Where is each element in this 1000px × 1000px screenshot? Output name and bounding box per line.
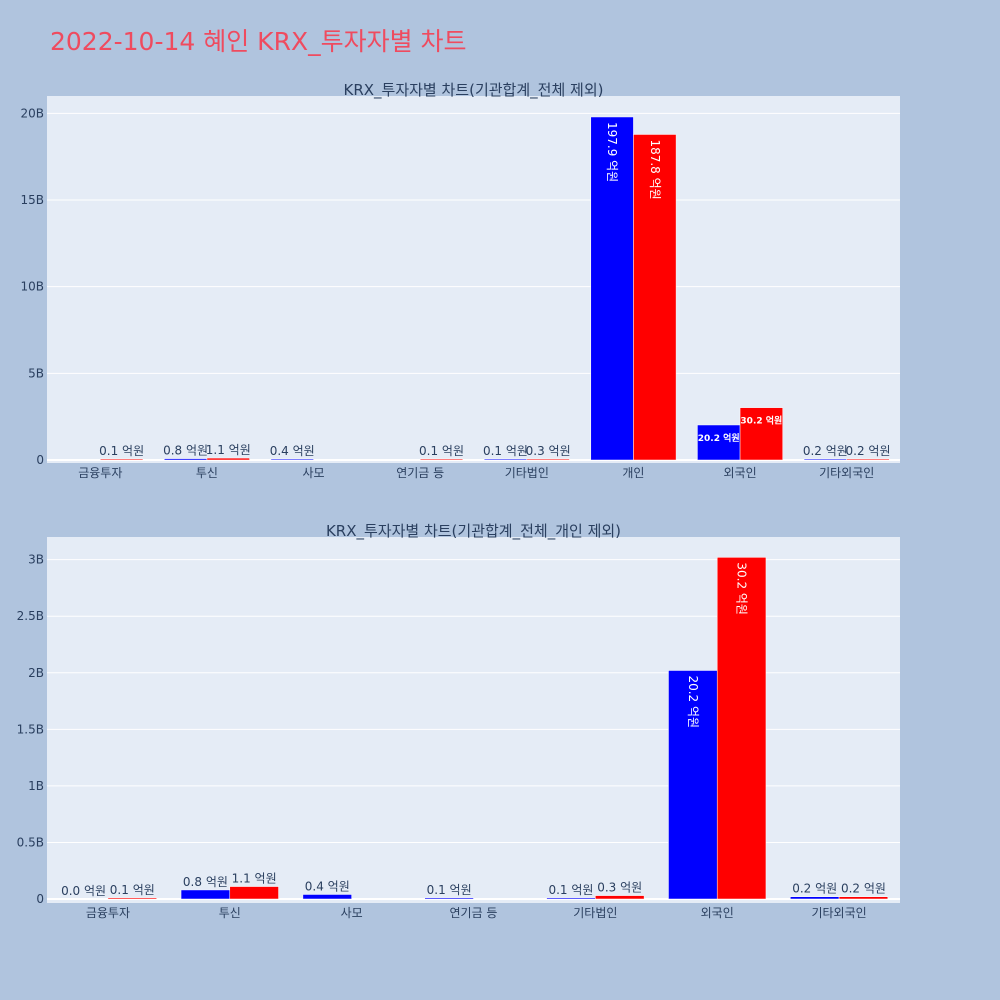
bar (302, 894, 352, 900)
page-title: 2022-10-14 혜인 KRX_투자자별 차트 (50, 27, 467, 56)
bar (739, 407, 783, 461)
chart-top: KRX_투자자별 차트(기관합계_전체 제외) 0 5B 10B 15B 20B 금융투자 0… (20, 81, 900, 480)
bar (229, 886, 279, 900)
chart-title: KRX_투자자별 차트(기관합계_전체_개인 제외) (326, 522, 621, 541)
bar (100, 458, 144, 461)
bar (107, 897, 157, 900)
bar (590, 116, 634, 461)
bar-label: 0.1 억원 (419, 444, 464, 458)
bar (526, 458, 570, 461)
bar-label: 1.1 억원 (206, 443, 251, 457)
x-tick-label: 기타외국인 (819, 466, 874, 480)
bar (846, 458, 890, 461)
bar (206, 457, 250, 461)
x-tick-label: 투신 (196, 466, 218, 480)
bar (838, 896, 889, 900)
x-tick-label: 연기금 등 (450, 906, 498, 920)
bar-label: 0.4 억원 (305, 879, 350, 893)
chart-title: KRX_투자자별 차트(기관합계_전체 제외) (344, 81, 604, 100)
x-tick-label: 기타법인 (573, 906, 617, 920)
y-tick-label: 1.5B (17, 722, 44, 736)
y-tick-label: 1B (28, 779, 44, 793)
bar (716, 557, 767, 900)
y-tick-label: 3B (28, 553, 44, 567)
bar-label: 0.1 억원 (548, 883, 593, 897)
bar (419, 458, 464, 461)
x-tick-label: 외국인 (701, 906, 734, 920)
bar (180, 889, 231, 900)
bar-label: 0.4 억원 (270, 444, 315, 458)
y-tick-label: 2B (28, 666, 44, 680)
x-tick-label: 외국인 (724, 466, 757, 480)
plot-area (47, 96, 900, 463)
bar-label: 0.3 억원 (526, 444, 571, 458)
bar (546, 897, 596, 900)
bar-label: 0.8 억원 (163, 444, 208, 458)
bar (633, 134, 677, 461)
bar (270, 458, 314, 461)
y-tick-label: 5B (28, 366, 44, 380)
y-tick-label: 0.5B (17, 835, 44, 849)
x-tick-label: 사모 (303, 466, 325, 480)
x-tick-label: 연기금 등 (396, 466, 444, 480)
bar (595, 895, 645, 900)
x-tick-label: 기타법인 (505, 466, 549, 480)
bar-label: 20.2 억원 (686, 675, 700, 728)
bar-label: 30.2 억원 (740, 415, 782, 427)
bar-label: 0.2 억원 (841, 882, 886, 896)
bar-label: 0.8 억원 (183, 875, 228, 889)
bar-label: 20.2 억원 (698, 432, 740, 444)
bar-label: 0.1 억원 (99, 444, 144, 458)
bar-label: 197.9 억원 (605, 122, 619, 182)
bar-label: 0.2 억원 (846, 444, 891, 458)
bar-label: 0.0 억원 (61, 884, 106, 898)
bar-label: 0.1 억원 (427, 883, 472, 897)
plot-area (47, 537, 900, 903)
x-tick-label: 사모 (341, 906, 363, 920)
bar-label: 0.2 억원 (803, 444, 848, 458)
bar-label: 187.8 억원 (648, 139, 662, 199)
y-tick-label: 2.5B (17, 609, 44, 623)
bar-label: 0.1 억원 (110, 883, 155, 897)
x-tick-label: 금융투자 (86, 906, 130, 920)
bar (424, 897, 474, 900)
bar (790, 896, 840, 900)
bar-label: 30.2 억원 (735, 562, 749, 615)
y-tick-label: 10B (20, 280, 44, 294)
y-tick-label: 0 (36, 453, 44, 467)
x-tick-label: 개인 (622, 466, 644, 480)
y-tick-label: 20B (20, 106, 44, 120)
bar-label: 0.2 억원 (792, 882, 837, 896)
x-tick-label: 투신 (219, 906, 241, 920)
y-tick-label: 15B (20, 193, 44, 207)
bar (668, 670, 718, 900)
bar-label: 1.1 억원 (232, 872, 277, 886)
x-tick-label: 금융투자 (78, 466, 122, 480)
x-tick-label: 기타외국인 (811, 906, 866, 920)
bar-label: 0.1 억원 (483, 444, 528, 458)
y-tick-label: 0 (36, 892, 44, 906)
bar-label: 0.3 억원 (597, 881, 642, 895)
